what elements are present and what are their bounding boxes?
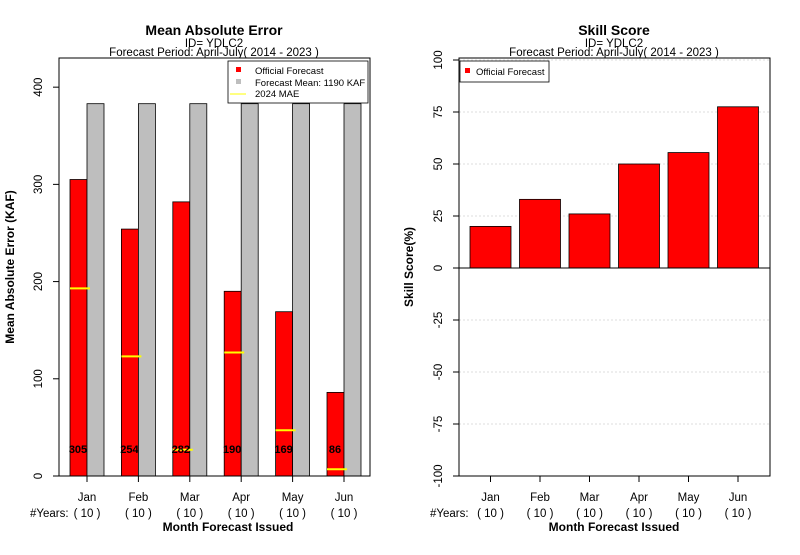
mae-legend: Official Forecast Forecast Mean: 1190 KA… bbox=[227, 60, 369, 104]
mae-y-axis-label: Mean Absolute Error (KAF) bbox=[3, 190, 17, 344]
years-count: ( 10 ) bbox=[279, 508, 306, 520]
data-label: 254 bbox=[120, 444, 139, 456]
bar-forecast-mean bbox=[343, 103, 362, 477]
years-count: ( 10 ) bbox=[725, 508, 752, 520]
bar-official bbox=[326, 391, 345, 477]
bar-forecast-mean bbox=[137, 103, 156, 477]
data-label: 169 bbox=[274, 444, 292, 456]
bar-official bbox=[121, 228, 139, 477]
bar-official bbox=[69, 179, 88, 477]
y-tick-label: -75 bbox=[433, 416, 445, 433]
x-tick-label: May bbox=[678, 492, 700, 504]
skill-plot-area: -100 -75 -50 -25 0 25 50 75 100 Jan ( 10 ) Feb ( 10 … bbox=[433, 50, 770, 520]
data-label: 305 bbox=[69, 444, 87, 456]
x-tick-label: Jan bbox=[78, 492, 97, 504]
y-tick-label: 25 bbox=[433, 210, 445, 223]
mae-legend-box bbox=[227, 60, 369, 104]
x-tick-label: Jan bbox=[481, 492, 500, 504]
y-tick-label: 400 bbox=[33, 78, 45, 97]
data-label: 190 bbox=[223, 444, 241, 456]
x-tick-label: May bbox=[282, 492, 304, 504]
years-count: ( 10 ) bbox=[331, 508, 358, 520]
mae-x-axis-label: Month Forecast Issued bbox=[163, 520, 294, 534]
years-count: ( 10 ) bbox=[626, 508, 653, 520]
years-count: ( 10 ) bbox=[176, 508, 203, 520]
years-count: ( 10 ) bbox=[675, 508, 702, 520]
years-count: ( 10 ) bbox=[477, 508, 504, 520]
bar-forecast-mean bbox=[240, 103, 259, 477]
bar-skill-score bbox=[519, 198, 561, 269]
skill-legend-box bbox=[459, 60, 550, 83]
legend-label-mae: 2024 MAE bbox=[255, 89, 299, 100]
mae-chart: Mean Absolute Error ID= YDLC2 Forecast P… bbox=[3, 22, 371, 534]
legend-label-official: Official Forecast bbox=[476, 67, 545, 78]
x-tick-label: Apr bbox=[232, 492, 250, 504]
x-tick-label: Feb bbox=[530, 492, 550, 504]
x-tick-label: Mar bbox=[580, 492, 600, 504]
skill-title: Skill Score bbox=[578, 22, 650, 38]
y-tick-label: -50 bbox=[433, 364, 445, 381]
y-tick-label: 50 bbox=[433, 158, 445, 171]
mae-years-label: #Years: bbox=[30, 508, 69, 520]
y-tick-label: 75 bbox=[433, 106, 445, 119]
y-tick-label: 0 bbox=[33, 473, 45, 479]
bar-forecast-mean bbox=[189, 103, 208, 477]
years-count: ( 10 ) bbox=[125, 508, 152, 520]
bar-skill-score bbox=[667, 152, 710, 269]
bar-skill-score bbox=[717, 106, 759, 269]
legend-swatch-mean bbox=[236, 79, 241, 84]
mae-subtitle-period: Forecast Period: April-July( 2014 - 2023… bbox=[109, 47, 319, 59]
y-tick-label: 0 bbox=[433, 265, 445, 271]
mae-plot-area: 0 100 200 300 400 305 Jan ( 10 ) 254 Feb ( 10 ) 282… bbox=[33, 78, 362, 520]
skill-subtitle-id: ID= YDLC2 bbox=[585, 38, 643, 50]
years-count: ( 10 ) bbox=[527, 508, 554, 520]
legend-label-official: Official Forecast bbox=[255, 66, 324, 77]
years-count: ( 10 ) bbox=[576, 508, 603, 520]
bar-forecast-mean bbox=[292, 103, 311, 477]
y-tick-label: -25 bbox=[433, 312, 445, 329]
legend-label-mean: Forecast Mean: 1190 KAF bbox=[255, 78, 365, 89]
skill-subtitle-period: Forecast Period: April-July( 2014 - 2023… bbox=[509, 47, 719, 59]
skill-chart: Skill Score ID= YDLC2 Forecast Period: A… bbox=[402, 22, 771, 534]
x-tick-label: Mar bbox=[180, 492, 200, 504]
x-tick-label: Apr bbox=[630, 492, 648, 504]
bar-official bbox=[172, 201, 191, 477]
skill-y-axis-label: Skill Score(%) bbox=[402, 227, 416, 307]
y-tick-label: 200 bbox=[33, 272, 45, 291]
x-tick-label: Jun bbox=[729, 492, 748, 504]
mae-plot-frame bbox=[58, 57, 371, 477]
y-tick-label: -100 bbox=[433, 464, 445, 487]
bar-skill-score bbox=[469, 225, 512, 269]
data-label: 86 bbox=[329, 444, 341, 456]
bar-forecast-mean bbox=[86, 103, 105, 477]
x-tick-label: Jun bbox=[335, 492, 354, 504]
data-label: 282 bbox=[172, 444, 190, 456]
skill-x-axis-label: Month Forecast Issued bbox=[549, 520, 680, 534]
mae-title: Mean Absolute Error bbox=[145, 22, 283, 38]
bar-skill-score bbox=[568, 213, 611, 269]
skill-legend: Official Forecast bbox=[459, 60, 550, 83]
legend-swatch-official bbox=[465, 68, 470, 73]
years-count: ( 10 ) bbox=[228, 508, 255, 520]
bar-skill-score bbox=[618, 163, 660, 269]
skill-plot-frame bbox=[458, 57, 771, 477]
years-count: ( 10 ) bbox=[74, 508, 101, 520]
x-tick-label: Feb bbox=[128, 492, 148, 504]
skill-years-label: #Years: bbox=[430, 508, 469, 520]
mae-subtitle-id: ID= YDLC2 bbox=[185, 38, 243, 50]
y-tick-label: 100 bbox=[433, 50, 445, 69]
legend-swatch-official bbox=[236, 67, 241, 72]
y-tick-label: 300 bbox=[33, 175, 45, 194]
y-tick-label: 100 bbox=[33, 369, 45, 388]
